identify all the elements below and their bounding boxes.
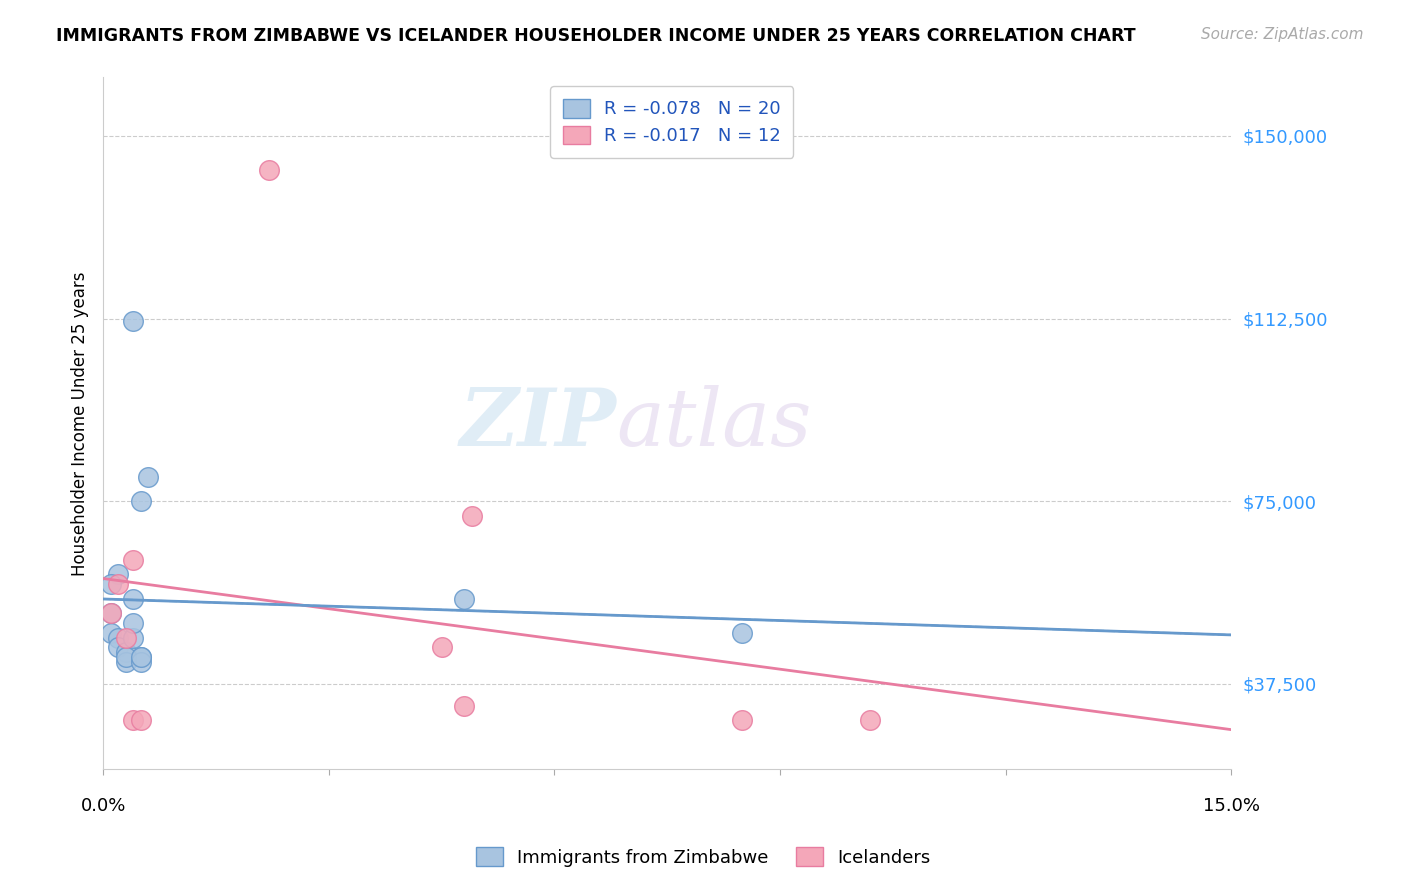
Point	[859, 714, 882, 728]
Text: Source: ZipAtlas.com: Source: ZipAtlas.com	[1201, 27, 1364, 42]
Point	[107, 631, 129, 645]
Point	[100, 606, 122, 620]
Point	[129, 714, 152, 728]
Text: 0.0%: 0.0%	[80, 797, 125, 814]
Point	[122, 631, 145, 645]
Point	[731, 714, 754, 728]
Point	[122, 552, 145, 566]
Point	[114, 650, 136, 665]
Point	[107, 567, 129, 582]
Text: atlas: atlas	[616, 384, 811, 462]
Point	[453, 591, 475, 606]
Point	[731, 625, 754, 640]
Point	[129, 650, 152, 665]
Legend: Immigrants from Zimbabwe, Icelanders: Immigrants from Zimbabwe, Icelanders	[468, 840, 938, 874]
Point	[122, 714, 145, 728]
Point	[257, 163, 280, 178]
Point	[129, 650, 152, 665]
Point	[122, 591, 145, 606]
Point	[114, 645, 136, 659]
Point	[136, 470, 159, 484]
Point	[114, 631, 136, 645]
Point	[114, 655, 136, 669]
Point	[453, 698, 475, 713]
Point	[100, 577, 122, 591]
Point	[107, 640, 129, 655]
Text: IMMIGRANTS FROM ZIMBABWE VS ICELANDER HOUSEHOLDER INCOME UNDER 25 YEARS CORRELAT: IMMIGRANTS FROM ZIMBABWE VS ICELANDER HO…	[56, 27, 1136, 45]
Point	[100, 606, 122, 620]
Point	[122, 615, 145, 630]
Point	[460, 508, 482, 523]
Point	[100, 625, 122, 640]
Point	[430, 640, 453, 655]
Point	[129, 655, 152, 669]
Point	[122, 314, 145, 328]
Point	[107, 577, 129, 591]
Y-axis label: Householder Income Under 25 years: Householder Income Under 25 years	[72, 271, 89, 575]
Legend: R = -0.078   N = 20, R = -0.017   N = 12: R = -0.078 N = 20, R = -0.017 N = 12	[550, 87, 793, 158]
Text: 15.0%: 15.0%	[1202, 797, 1260, 814]
Text: ZIP: ZIP	[460, 384, 616, 462]
Point	[129, 494, 152, 508]
